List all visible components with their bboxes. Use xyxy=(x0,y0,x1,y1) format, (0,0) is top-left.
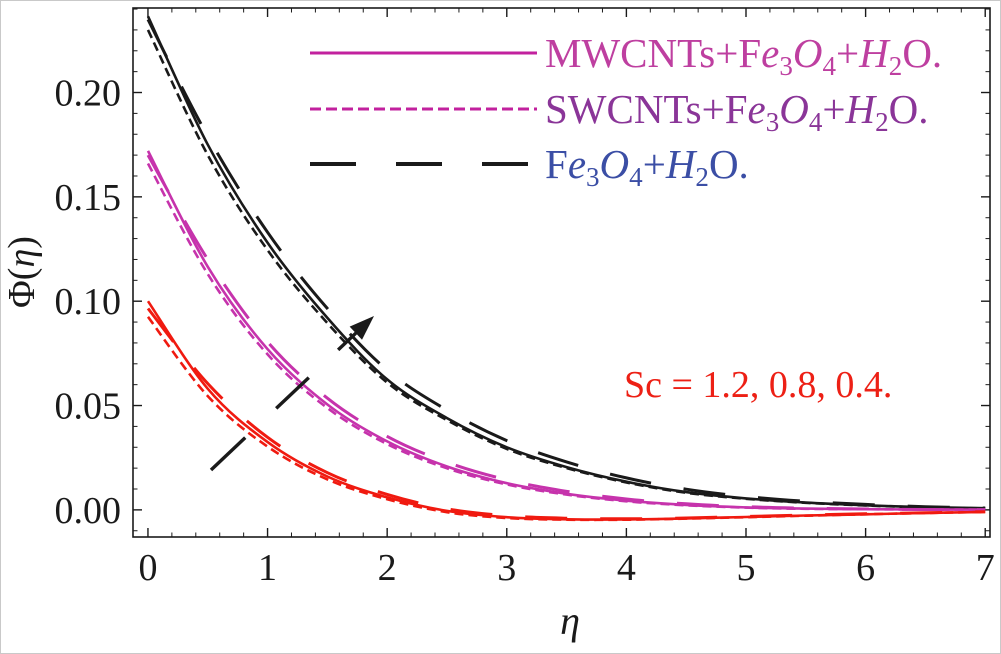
x-tick-label: 6 xyxy=(856,547,875,589)
series-fe3o4-h2o-sc-1-2 xyxy=(146,307,986,521)
ticks xyxy=(133,8,990,537)
sc-annotation: Sc = 1.2, 0.8, 0.4. xyxy=(624,364,892,406)
sc-direction-arrow xyxy=(209,316,374,472)
x-tick-label: 1 xyxy=(258,547,277,589)
legend-item: MWCNTs+Fe3O4+H2O. xyxy=(310,30,942,81)
plot-frame xyxy=(132,7,991,538)
legend-item: Fe3O4+H2O. xyxy=(310,141,749,192)
series-swcnts-fe3o4-h2o-sc-0-4 xyxy=(146,29,986,510)
legend-item: SWCNTs+Fe3O4+H2O. xyxy=(310,86,929,137)
x-tick-label: 2 xyxy=(378,547,397,589)
x-tick-label: 4 xyxy=(617,547,636,589)
legend-label: SWCNTs+Fe3O4+H2O. xyxy=(545,86,929,137)
x-tick-label: 7 xyxy=(976,547,995,589)
arrow-segment xyxy=(275,376,310,410)
y-tick-label: 0.15 xyxy=(55,177,122,219)
y-tick-label: 0.20 xyxy=(55,73,122,115)
legend-label: Fe3O4+H2O. xyxy=(545,141,749,192)
series-fe3o4-h2o-sc-0-4 xyxy=(146,18,986,510)
legend-label: MWCNTs+Fe3O4+H2O. xyxy=(545,30,942,81)
y-axis-label: Φ(η) xyxy=(1,236,43,308)
y-tick-label: 0.05 xyxy=(55,386,122,428)
series-curves xyxy=(146,15,986,522)
arrow-head-icon xyxy=(349,316,374,340)
x-tick-label: 0 xyxy=(138,547,157,589)
y-tick-label: 0.00 xyxy=(55,490,122,532)
series-swcnts-fe3o4-h2o-sc-1-2 xyxy=(146,316,986,522)
arrow-segment xyxy=(209,436,247,472)
y-tick-label: 0.10 xyxy=(55,281,122,323)
x-axis-label: η xyxy=(560,598,580,643)
x-tick-label: 3 xyxy=(497,547,516,589)
series-fe3o4-h2o-sc-0-8 xyxy=(146,154,986,512)
x-tick-label: 5 xyxy=(736,547,755,589)
legend: MWCNTs+Fe3O4+H2O.SWCNTs+Fe3O4+H2O.Fe3O4+… xyxy=(310,30,942,192)
